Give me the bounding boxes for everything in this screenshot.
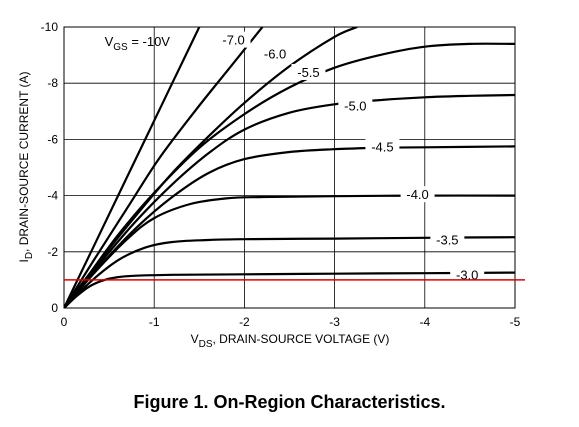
- tick-labels: 0 -1 -2 -3 -4 -5 0 -2 -4 -6 -8 -10: [41, 20, 521, 329]
- label-background: [365, 138, 400, 155]
- curve-vgs--6.0: [64, 27, 358, 308]
- curve-label--5.0: -5.0: [344, 99, 366, 114]
- y-tick-label: -2: [47, 245, 58, 259]
- curve-labels: VGS = -10V -7.0 -6.0 -5.5 -5.0 -4.5 -4.0 -3.5 -3…: [105, 31, 485, 283]
- curve-label--3.0: -3.0: [456, 267, 478, 282]
- curve-vgs--10V: [64, 27, 201, 308]
- label-background: [338, 97, 373, 114]
- curve-label--4.0: -4.0: [406, 187, 428, 202]
- label-background: [430, 231, 465, 248]
- x-tick-label: 0: [61, 315, 68, 329]
- x-tick-label: -1: [149, 315, 160, 329]
- on-region-chart: 0 -1 -2 -3 -4 -5 0 -2 -4 -6 -8 -10 VGS = -10V -7.0 -6…: [17, 20, 525, 350]
- curve-vgs--3.0: [64, 271, 515, 308]
- label-background: [450, 266, 485, 283]
- curve-vgs--7.0: [64, 27, 264, 308]
- curves: [64, 27, 515, 308]
- curve-label--7.0: -7.0: [222, 33, 244, 48]
- curve-label--4.5: -4.5: [371, 139, 393, 154]
- y-axis-title: ID, DRAIN-SOURCE CURRENT (A): [17, 71, 35, 262]
- y-tick-label: -8: [47, 76, 58, 90]
- label-background: [258, 45, 293, 62]
- curve-vgs--5.0: [64, 93, 515, 308]
- y-tick-label: -6: [47, 132, 58, 146]
- curve-label--5.5: -5.5: [297, 65, 319, 80]
- x-tick-label: -5: [510, 315, 521, 329]
- curve-label--3.5: -3.5: [436, 233, 458, 248]
- x-axis-title: VDS, DRAIN-SOURCE VOLTAGE (V): [191, 332, 390, 350]
- x-tick-label: -3: [329, 315, 340, 329]
- y-tick-label: 0: [51, 301, 58, 315]
- curve-vgs--4.5: [64, 145, 515, 308]
- y-tick-label: -10: [41, 20, 59, 34]
- label-background: [216, 31, 251, 48]
- curve-vgs--4.0: [64, 194, 515, 308]
- figure-caption: Figure 1. On-Region Characteristics.: [133, 392, 446, 412]
- curve-label--6.0: -6.0: [264, 47, 286, 62]
- label-background: [400, 186, 435, 203]
- x-tick-label: -2: [239, 315, 250, 329]
- curve-vgs--5.5: [64, 42, 515, 308]
- y-tick-label: -4: [47, 189, 58, 203]
- curve-vgs--3.5: [64, 236, 515, 308]
- plot-area: [63, 26, 516, 309]
- label-background: [291, 63, 326, 80]
- x-tick-label: -4: [419, 315, 430, 329]
- vgs-label: VGS = -10V: [105, 34, 171, 53]
